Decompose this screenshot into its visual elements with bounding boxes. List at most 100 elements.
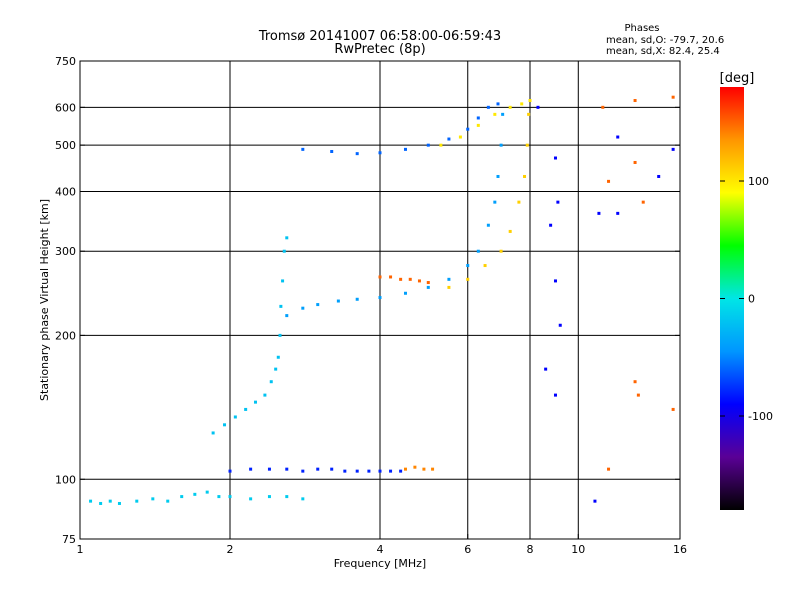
data-point bbox=[249, 467, 253, 471]
data-point bbox=[276, 355, 280, 359]
data-point bbox=[496, 102, 500, 106]
data-point bbox=[389, 469, 393, 473]
data-point bbox=[501, 112, 505, 116]
x-tick-label: 6 bbox=[464, 543, 471, 556]
data-point bbox=[336, 299, 340, 303]
x-tick-label: 4 bbox=[377, 543, 384, 556]
data-point bbox=[403, 291, 407, 295]
data-point bbox=[367, 469, 371, 473]
data-point bbox=[476, 249, 480, 253]
data-point bbox=[439, 143, 443, 147]
y-tick-label: 750 bbox=[55, 55, 76, 68]
data-point bbox=[426, 143, 430, 147]
grid-lines bbox=[80, 61, 680, 539]
data-points bbox=[89, 95, 675, 505]
data-point bbox=[282, 249, 286, 253]
data-point bbox=[378, 275, 382, 279]
y-tick-label: 500 bbox=[55, 139, 76, 152]
data-point bbox=[403, 467, 407, 471]
data-point bbox=[343, 469, 347, 473]
data-point bbox=[233, 415, 237, 419]
colorbar-tick-label: -100 bbox=[748, 410, 773, 423]
data-point bbox=[301, 497, 305, 501]
data-point bbox=[426, 285, 430, 289]
data-point bbox=[274, 367, 278, 371]
data-point bbox=[466, 264, 470, 268]
data-point bbox=[483, 264, 487, 268]
data-point bbox=[496, 174, 500, 178]
data-point bbox=[508, 105, 512, 109]
data-point bbox=[657, 174, 661, 178]
data-point bbox=[671, 95, 675, 99]
data-point bbox=[267, 495, 271, 499]
data-point bbox=[553, 279, 557, 283]
data-point bbox=[399, 277, 403, 281]
data-point bbox=[301, 306, 305, 310]
colorbar-label: [deg] bbox=[720, 71, 755, 86]
data-point bbox=[244, 407, 248, 411]
data-point bbox=[447, 277, 451, 281]
data-point bbox=[517, 200, 521, 204]
data-point bbox=[253, 400, 257, 404]
data-point bbox=[193, 492, 197, 496]
data-point bbox=[671, 147, 675, 151]
data-point bbox=[249, 497, 253, 501]
data-point bbox=[278, 333, 282, 337]
data-point bbox=[544, 367, 548, 371]
data-point bbox=[499, 249, 503, 253]
data-point bbox=[301, 469, 305, 473]
data-point bbox=[316, 303, 320, 307]
data-point bbox=[228, 469, 232, 473]
data-point bbox=[597, 211, 601, 215]
data-point bbox=[180, 495, 184, 499]
data-point bbox=[601, 105, 605, 109]
data-point bbox=[211, 431, 215, 435]
axis-ticks: 1 2 4 6 8 10 16 75 100 200 300 400 500 600 750 bbox=[55, 55, 687, 556]
data-point bbox=[593, 499, 597, 503]
data-point bbox=[536, 105, 540, 109]
data-point bbox=[330, 467, 334, 471]
data-point bbox=[99, 501, 103, 505]
data-point bbox=[330, 149, 334, 153]
data-point bbox=[466, 277, 470, 281]
x-tick-label: 16 bbox=[673, 543, 687, 556]
data-point bbox=[285, 236, 289, 240]
data-point bbox=[301, 147, 305, 151]
stats-heading: Phases bbox=[624, 23, 659, 34]
data-point bbox=[378, 469, 382, 473]
data-point bbox=[641, 200, 645, 204]
data-point bbox=[528, 99, 532, 103]
data-point bbox=[426, 281, 430, 285]
chart-subtitle: RwPretec (8p) bbox=[334, 42, 425, 57]
data-point bbox=[403, 147, 407, 151]
y-tick-label: 300 bbox=[55, 245, 76, 258]
data-point bbox=[108, 499, 112, 503]
data-point bbox=[616, 135, 620, 139]
data-point bbox=[466, 127, 470, 131]
data-point bbox=[269, 380, 273, 384]
data-point bbox=[476, 123, 480, 127]
x-tick-label: 8 bbox=[527, 543, 534, 556]
data-point bbox=[378, 296, 382, 300]
data-point bbox=[166, 499, 170, 503]
y-tick-label: 100 bbox=[55, 473, 76, 486]
stats-o: mean, sd,O: -79.7, 20.6 bbox=[606, 35, 724, 46]
colorbar-tick-label: 100 bbox=[748, 175, 769, 188]
data-point bbox=[493, 200, 497, 204]
data-point bbox=[508, 229, 512, 233]
data-point bbox=[633, 380, 637, 384]
data-point bbox=[422, 467, 426, 471]
data-point bbox=[223, 423, 227, 427]
data-point bbox=[447, 285, 451, 289]
chart-title: Tromsø 20141007 06:58:00-06:59:43 bbox=[258, 29, 501, 44]
data-point bbox=[285, 314, 289, 318]
colorbar-ticks: 100 0 -100 bbox=[720, 175, 773, 423]
data-point bbox=[486, 223, 490, 227]
data-point bbox=[431, 467, 435, 471]
x-axis-label: Frequency [MHz] bbox=[334, 557, 426, 570]
data-point bbox=[486, 105, 490, 109]
data-point bbox=[228, 495, 232, 499]
data-point bbox=[355, 152, 359, 156]
data-point bbox=[556, 200, 560, 204]
